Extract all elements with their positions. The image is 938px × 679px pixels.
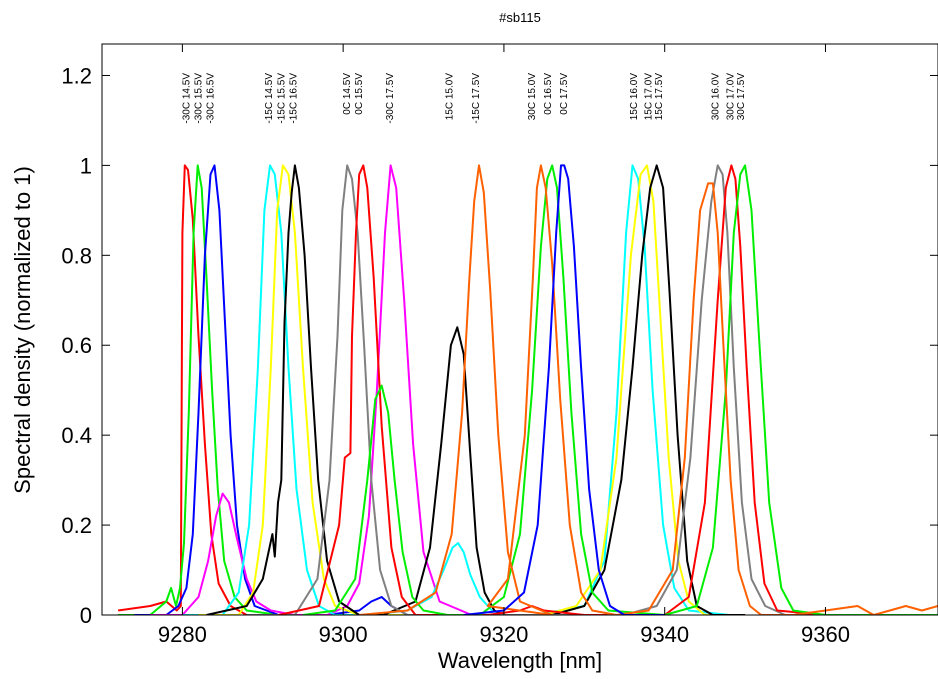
- chart-title: #sb115: [499, 10, 541, 25]
- series-line-10: [302, 164, 938, 615]
- series-line-5: [182, 164, 730, 615]
- peak-label: 0C 16.5V: [543, 73, 554, 115]
- peak-label: 0C 14.5V: [342, 73, 353, 115]
- peak-label: 15C 16.0V: [629, 73, 640, 121]
- peak-label: -30C 15.5V: [194, 73, 205, 124]
- series-line-6: [198, 164, 746, 615]
- y-axis-ticks: 0 0.2 0.4 0.6 0.8 1 1.2: [61, 63, 938, 628]
- x-tick-label: 9360: [801, 622, 850, 647]
- peak-label: -15C 15.5V: [276, 73, 287, 124]
- peak-label: -15C 14.5V: [264, 73, 275, 124]
- plot-frame: [101, 43, 938, 616]
- peak-labels: -30C 14.5V -30C 15.5V -30C 16.5V -15C 14.5V…: [181, 73, 747, 124]
- peak-label: 15C 17.5V: [654, 73, 665, 121]
- series-line-7: [206, 164, 746, 615]
- x-tick-label: 9280: [158, 622, 207, 647]
- y-tick-label: 1: [80, 153, 92, 178]
- x-axis-label: Wavelength [nm]: [438, 648, 602, 673]
- peak-label: 30C 16.0V: [710, 73, 721, 121]
- series-line-4: [150, 164, 504, 615]
- x-tick-label: 9300: [319, 622, 368, 647]
- y-tick-label: 0: [80, 603, 92, 628]
- y-axis-label: Spectral density (normalized to 1): [10, 166, 35, 494]
- series-line-12: [463, 164, 665, 615]
- peak-label: 0C 15.5V: [354, 73, 365, 115]
- peak-label: 15C 17.0V: [644, 73, 655, 121]
- peak-label: 30C 17.0V: [726, 73, 737, 121]
- series-line-2: [118, 164, 344, 615]
- series-lines: [117, 164, 938, 615]
- y-tick-label: 0.4: [61, 423, 92, 448]
- peak-label: -30C 16.5V: [206, 73, 217, 124]
- series-line-8: [246, 164, 826, 615]
- y-tick-label: 0.8: [61, 243, 92, 268]
- peak-label: -30C 17.5V: [385, 73, 396, 124]
- peak-label: 0C 17.5V: [559, 73, 570, 115]
- peak-label: 15C 15.0V: [444, 73, 455, 121]
- series-line-11: [359, 164, 938, 615]
- peak-label: 30C 17.5V: [736, 73, 747, 121]
- peak-label: 30C 15.0V: [527, 73, 538, 121]
- x-axis-ticks: 9280 9300 9320 9340 9360: [158, 44, 850, 647]
- peak-label: -30C 14.5V: [181, 73, 192, 124]
- y-tick-label: 1.2: [61, 63, 92, 88]
- series-line-3: [134, 164, 504, 615]
- y-tick-label: 0.6: [61, 333, 92, 358]
- series-line-1: [117, 164, 344, 615]
- peak-label: -15C 17.5V: [471, 73, 482, 124]
- peak-label: -15C 16.5V: [288, 73, 299, 124]
- x-tick-label: 9340: [640, 622, 689, 647]
- x-tick-label: 9320: [479, 622, 528, 647]
- y-tick-label: 0.2: [61, 513, 92, 538]
